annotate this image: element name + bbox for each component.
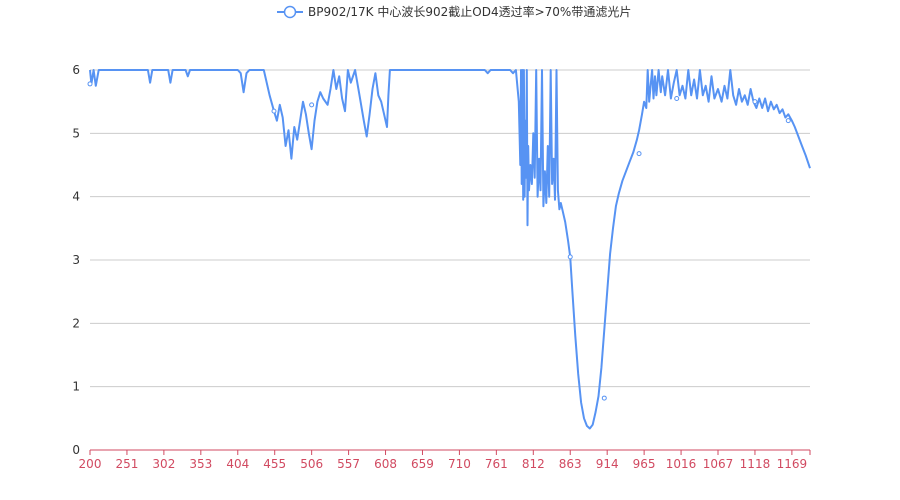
data-point-marker[interactable] bbox=[567, 254, 573, 260]
y-axis-ticks: 0 1 2 3 4 5 6 bbox=[72, 63, 80, 457]
x-tick-label: 353 bbox=[189, 457, 212, 471]
data-point-marker[interactable] bbox=[636, 151, 642, 157]
x-tick-label: 1016 bbox=[666, 457, 697, 471]
x-tick-label: 1169 bbox=[777, 457, 808, 471]
y-tick-label: 4 bbox=[72, 190, 80, 204]
legend-marker-icon bbox=[283, 5, 297, 19]
x-tick-label: 455 bbox=[263, 457, 286, 471]
gridlines bbox=[90, 69, 810, 388]
y-tick-label: 5 bbox=[72, 126, 80, 140]
data-point-marker[interactable] bbox=[785, 118, 791, 124]
series-line bbox=[89, 69, 811, 430]
y-tick-label: 3 bbox=[72, 253, 80, 267]
x-tick-label: 812 bbox=[522, 457, 545, 471]
x-tick-label: 761 bbox=[485, 457, 508, 471]
x-tick-label: 710 bbox=[448, 457, 471, 471]
x-tick-label: 863 bbox=[559, 457, 582, 471]
legend[interactable]: BP902/17K 中心波长902截止OD4透过率>70%带通滤光片 bbox=[277, 4, 631, 19]
x-tick-label: 914 bbox=[596, 457, 619, 471]
x-tick-label: 659 bbox=[411, 457, 434, 471]
data-point-marker[interactable] bbox=[271, 108, 277, 114]
x-tick-label: 404 bbox=[226, 457, 249, 471]
x-tick-label: 200 bbox=[79, 457, 102, 471]
x-tick-label: 965 bbox=[633, 457, 656, 471]
x-axis: 200 251 302 353 404 455 506 557 608 659 710 761 812 8… bbox=[79, 449, 811, 471]
y-tick-label: 2 bbox=[72, 316, 80, 330]
x-tick-label: 1067 bbox=[703, 457, 734, 471]
x-tick-label: 302 bbox=[152, 457, 175, 471]
data-point-marker[interactable] bbox=[309, 102, 315, 108]
legend-label: BP902/17K 中心波长902截止OD4透过率>70%带通滤光片 bbox=[308, 4, 631, 19]
x-tick-label: 251 bbox=[115, 457, 138, 471]
y-tick-label: 0 bbox=[72, 443, 80, 457]
series-layer bbox=[87, 69, 811, 430]
x-tick-label: 506 bbox=[300, 457, 323, 471]
data-point-marker[interactable] bbox=[674, 96, 680, 101]
data-point-marker[interactable] bbox=[601, 395, 607, 401]
y-tick-label: 6 bbox=[72, 63, 80, 77]
y-tick-label: 1 bbox=[72, 380, 80, 394]
x-tick-label: 557 bbox=[337, 457, 360, 471]
x-tick-label: 1118 bbox=[740, 457, 771, 471]
data-point-marker[interactable] bbox=[752, 99, 758, 105]
data-point-marker[interactable] bbox=[87, 81, 93, 87]
x-tick-label: 608 bbox=[374, 457, 397, 471]
